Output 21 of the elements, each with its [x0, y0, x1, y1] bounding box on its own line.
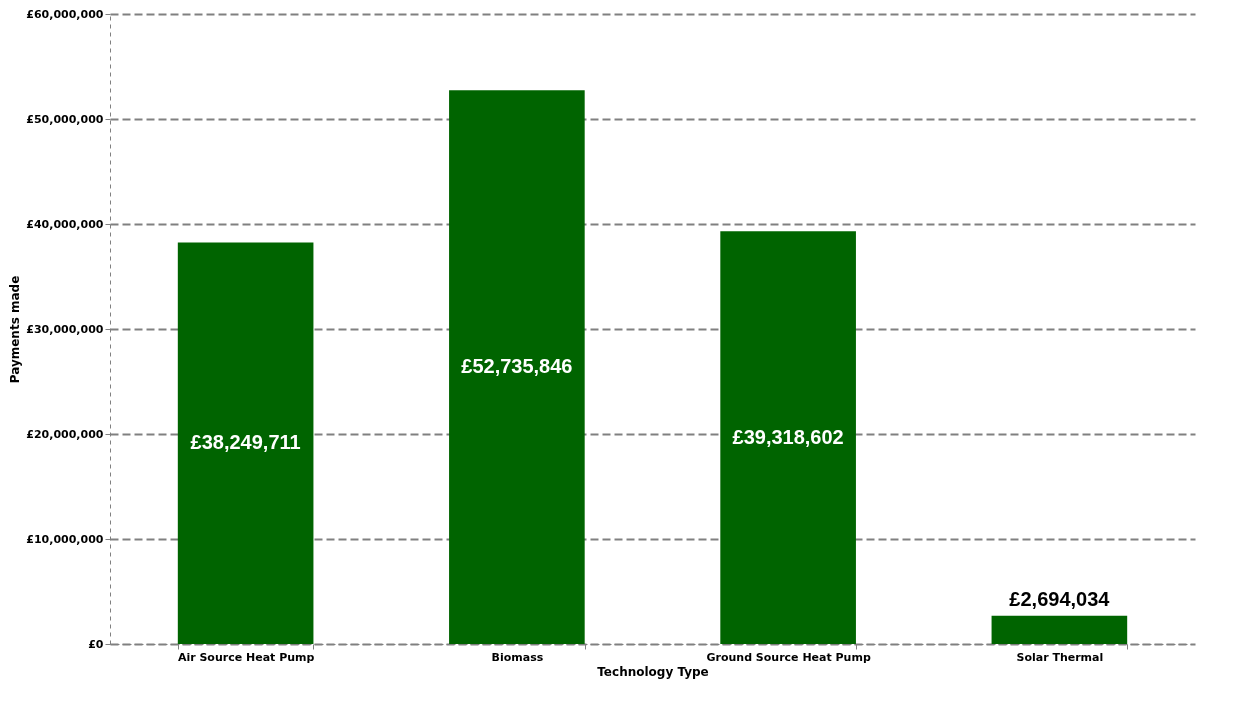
bar — [991, 615, 1128, 644]
data-label: £39,318,602 — [732, 425, 844, 448]
data-label: £38,249,711 — [190, 431, 301, 454]
x-tick-label: Solar Thermal — [1016, 650, 1104, 664]
data-label: £2,694,034 — [1009, 587, 1111, 610]
bar — [720, 231, 856, 644]
x-axis-title: Technology Type — [597, 664, 709, 679]
x-tick-label: Air Source Heat Pump — [177, 650, 315, 664]
y-tick-label: £40,000,000 — [26, 217, 104, 231]
y-tick-label: £10,000,000 — [26, 532, 104, 546]
data-label: £52,735,846 — [461, 355, 573, 378]
x-tick-label: Ground Source Heat Pump — [706, 650, 871, 664]
y-tick-label: £50,000,000 — [26, 112, 104, 126]
bar — [449, 90, 585, 644]
bar — [177, 242, 314, 644]
y-tick-label: £60,000,000 — [26, 7, 104, 21]
y-tick-label: £0 — [88, 637, 104, 651]
y-tick-label: £30,000,000 — [26, 322, 104, 336]
y-tick-label: £20,000,000 — [26, 427, 104, 441]
x-tick-label: Biomass — [491, 650, 544, 664]
y-axis-title: Payments made — [8, 275, 23, 384]
